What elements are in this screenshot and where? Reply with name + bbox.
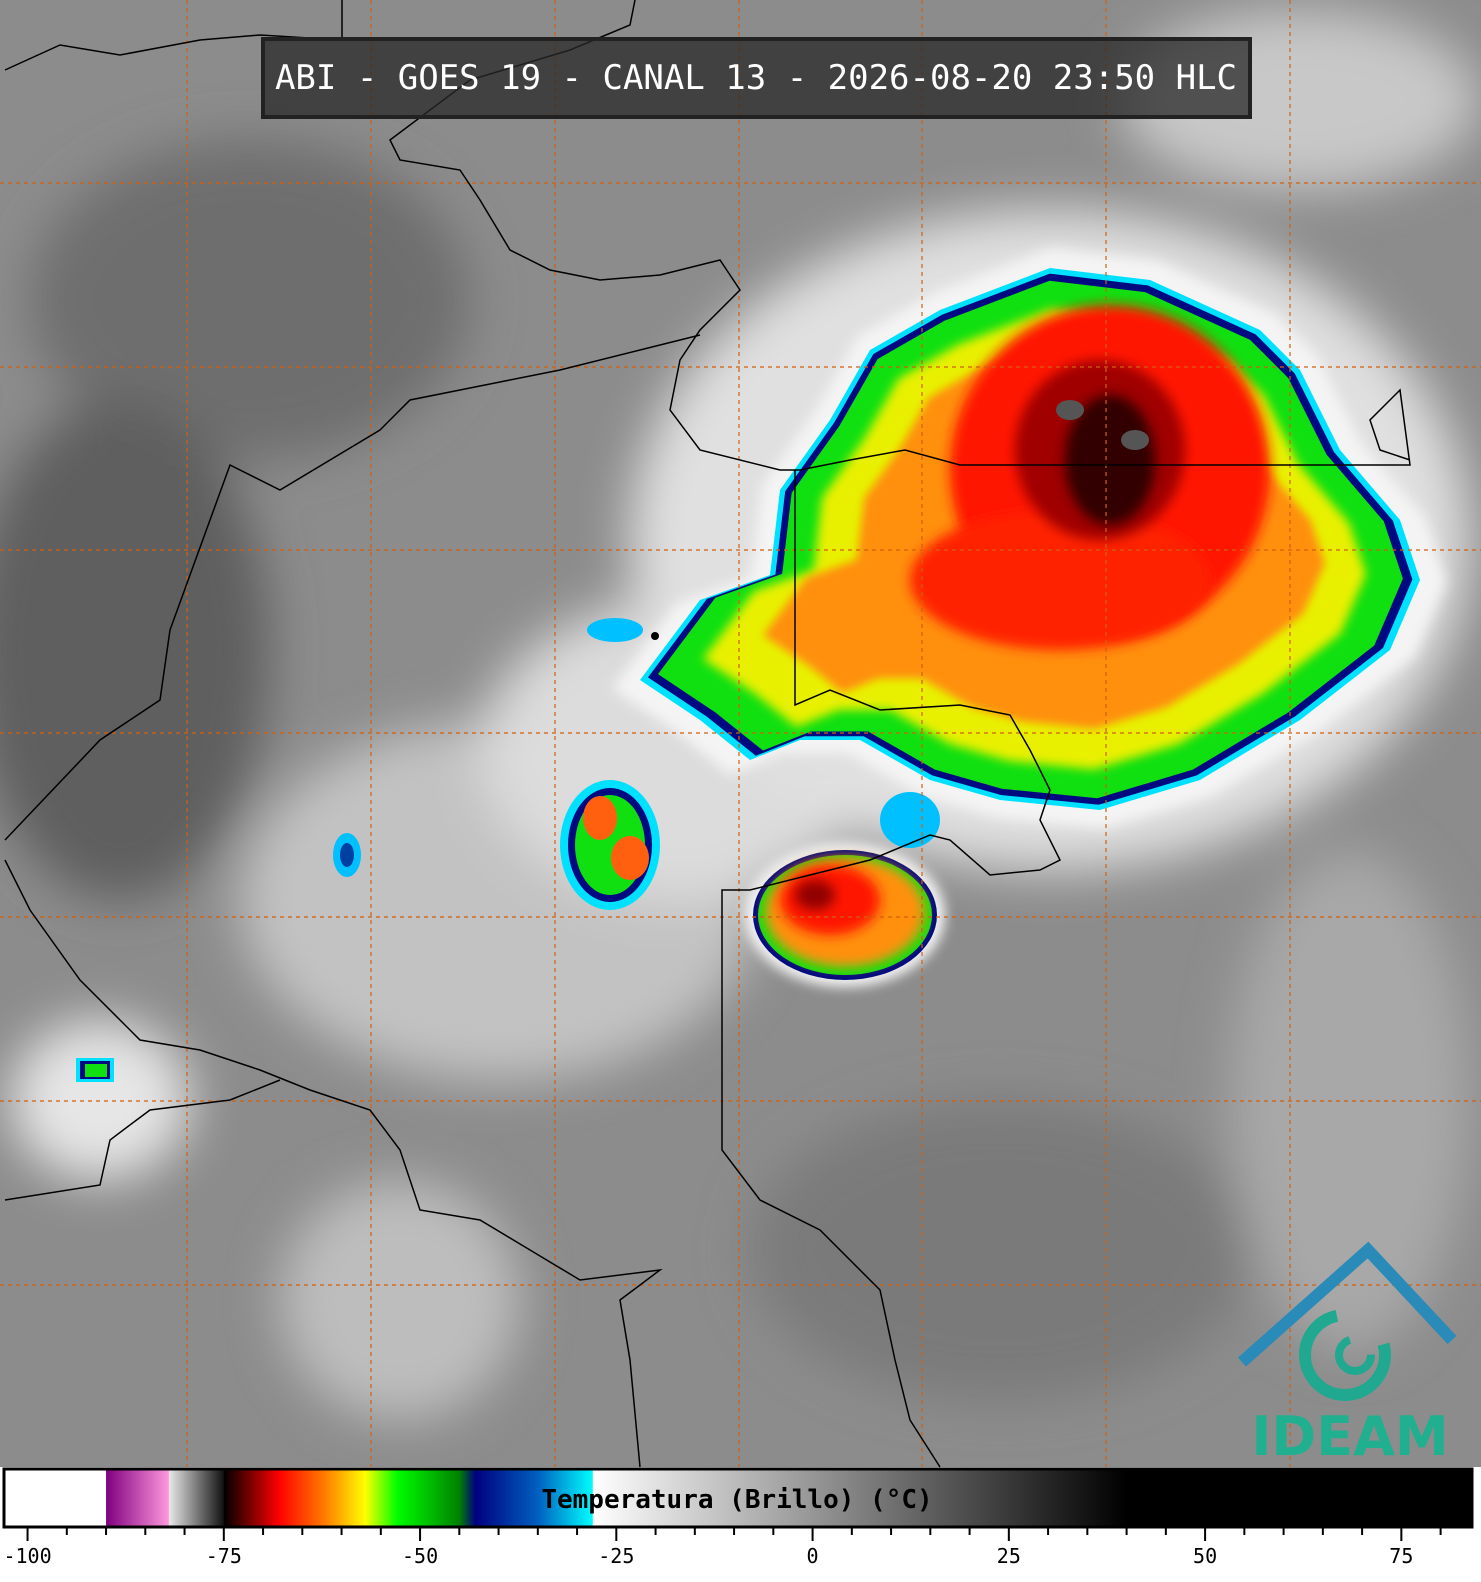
tick-label: -75 <box>206 1544 242 1568</box>
title: ABI - GOES 19 - CANAL 13 - 2026-08-20 23… <box>275 58 1237 98</box>
colorbar-segment <box>106 1469 170 1527</box>
colorbar-frame <box>2 1467 1474 1529</box>
tick-label: 50 <box>1193 1544 1217 1568</box>
colorbar-title: Temperatura (Brillo) (°C) <box>541 1485 932 1515</box>
colorbar-segment <box>537 1469 594 1527</box>
title-box <box>261 37 1252 119</box>
tick-label: -50 <box>402 1544 438 1568</box>
colorbar-segment <box>592 1469 1128 1527</box>
colorbar-segment <box>278 1469 327 1527</box>
tick-label: 0 <box>807 1544 819 1568</box>
colorbar-segment <box>4 1469 107 1527</box>
colorbar-segment <box>325 1469 366 1527</box>
colorbar-segment <box>396 1469 460 1527</box>
colorbar-segment <box>223 1469 280 1527</box>
colorbar-segment <box>459 1469 476 1527</box>
colorbar <box>4 1469 1473 1527</box>
ideam-logo: IDEAM <box>1238 1241 1457 1468</box>
satellite-map: IDEAM ABI - GOES 19 - CANAL 13 - 2026-08… <box>0 0 1481 1468</box>
colorbar-segment <box>168 1469 225 1527</box>
tick-label: -100 <box>3 1544 51 1568</box>
colorbar-segment <box>475 1469 539 1527</box>
tick-label: -25 <box>598 1544 634 1568</box>
colorbar-segment <box>1126 1469 1473 1527</box>
logo-text: IDEAM <box>1251 1405 1448 1468</box>
tick-label: 75 <box>1389 1544 1413 1568</box>
tick-label: 25 <box>997 1544 1021 1568</box>
colorbar-segment <box>365 1469 398 1527</box>
